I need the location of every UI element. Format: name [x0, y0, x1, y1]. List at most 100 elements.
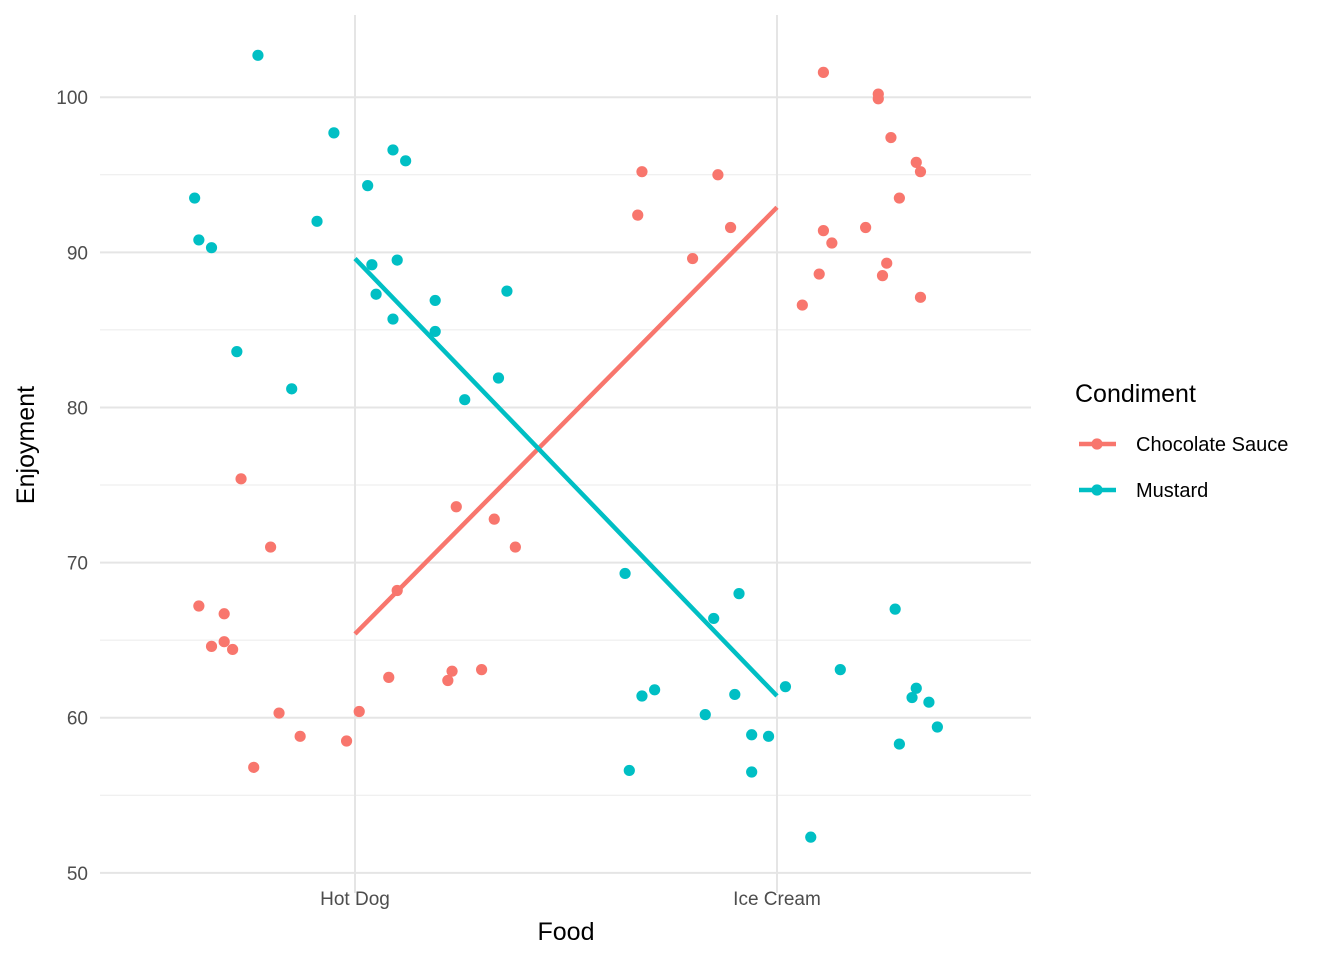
data-point [733, 588, 745, 600]
data-point [450, 501, 462, 513]
data-point [796, 299, 808, 311]
legend-label: Mustard [1136, 480, 1208, 502]
data-point [876, 270, 889, 282]
data-point [687, 252, 699, 265]
data-point [459, 394, 471, 406]
data-point [429, 325, 441, 338]
data-point [893, 738, 905, 750]
trend-lines [353, 205, 779, 698]
data-point [193, 600, 205, 612]
data-point [724, 221, 737, 234]
data-point [205, 640, 218, 652]
data-point [914, 166, 927, 178]
data-point [712, 169, 724, 181]
data-point [286, 383, 298, 395]
y-tick-label: 60 [67, 709, 88, 730]
data-point [273, 707, 285, 719]
data-point [429, 294, 441, 307]
data-point [391, 254, 403, 266]
data-point [834, 664, 846, 676]
data-point [699, 709, 711, 721]
data-point [193, 234, 205, 246]
data-point [636, 166, 648, 178]
data-point [340, 735, 353, 747]
data-point [708, 612, 720, 625]
data-point [623, 764, 635, 777]
y-tick-label: 50 [67, 864, 88, 885]
legend-key-point [1091, 484, 1103, 496]
data-point [889, 603, 901, 615]
legend-label: Chocolate Sauce [1136, 434, 1288, 456]
x-axis-ticks: Hot Dog Ice Cream [320, 889, 821, 910]
data-point [813, 268, 825, 280]
data-point [906, 691, 918, 704]
y-tick-label: 90 [67, 243, 88, 264]
data-point [910, 682, 922, 694]
data-point [446, 665, 458, 677]
data-point [248, 761, 260, 773]
y-tick-label: 80 [67, 398, 88, 419]
data-point [387, 144, 399, 156]
data-point [235, 473, 247, 485]
data-point [872, 93, 884, 105]
data-point [231, 346, 243, 358]
data-point [265, 541, 277, 553]
data-point [442, 674, 454, 687]
data-point [746, 766, 758, 778]
y-axis-ticks: 50 60 70 80 90 100 [56, 88, 88, 885]
legend-title: Condiment [1075, 380, 1196, 408]
data-point [252, 49, 264, 61]
trend-line [353, 256, 779, 698]
data-point [881, 257, 893, 269]
legend: Condiment Chocolate Sauce Mustard [1075, 380, 1288, 502]
trend-line [353, 205, 779, 636]
data-point [893, 192, 905, 204]
y-tick-label: 70 [67, 554, 88, 575]
data-point [885, 131, 897, 144]
data-point [649, 684, 661, 696]
data-point [826, 237, 838, 249]
y-axis-title: Enjoyment [12, 386, 40, 504]
data-point [370, 288, 382, 300]
y-tick-label: 100 [56, 88, 88, 109]
data-point [328, 127, 340, 139]
data-point [817, 225, 830, 237]
data-point [294, 730, 306, 742]
data-point [227, 643, 239, 656]
data-point [501, 285, 513, 297]
data-point [914, 291, 927, 303]
data-point [729, 688, 741, 701]
data-point [353, 705, 365, 718]
x-tick-label: Ice Cream [733, 889, 821, 910]
data-point [779, 681, 792, 693]
data-point [805, 831, 817, 843]
data-point [817, 66, 830, 78]
data-points [189, 49, 943, 843]
data-point [387, 313, 399, 325]
data-point [391, 584, 403, 597]
data-point [476, 664, 488, 676]
data-point [860, 221, 872, 234]
legend-items: Chocolate Sauce Mustard [1079, 434, 1288, 502]
data-point [488, 513, 500, 525]
x-tick-label: Hot Dog [320, 889, 390, 910]
data-point [923, 696, 935, 708]
legend-key-point [1091, 438, 1103, 450]
data-point [366, 259, 378, 271]
data-point [910, 156, 922, 168]
data-point [619, 567, 631, 580]
data-point [746, 729, 758, 741]
data-point [632, 209, 644, 221]
data-point [362, 180, 374, 192]
data-point [762, 730, 775, 742]
data-point [218, 636, 230, 648]
data-point [189, 192, 201, 204]
data-point [509, 541, 521, 553]
data-point [311, 215, 323, 227]
data-point [492, 372, 505, 384]
data-point [205, 242, 218, 254]
data-point [400, 155, 412, 167]
data-point [636, 690, 648, 702]
